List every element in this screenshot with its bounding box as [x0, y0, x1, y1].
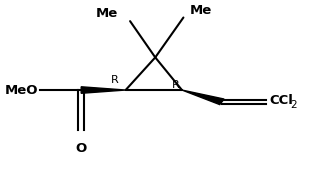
Polygon shape [182, 90, 224, 105]
Text: 2: 2 [290, 100, 297, 110]
Text: CCl: CCl [269, 94, 293, 107]
Text: Me: Me [189, 4, 212, 17]
Text: R: R [110, 75, 118, 85]
Text: R: R [172, 80, 179, 90]
Polygon shape [81, 87, 126, 93]
Text: Me: Me [96, 7, 118, 20]
Text: O: O [75, 142, 87, 155]
Text: MeO: MeO [5, 84, 38, 97]
